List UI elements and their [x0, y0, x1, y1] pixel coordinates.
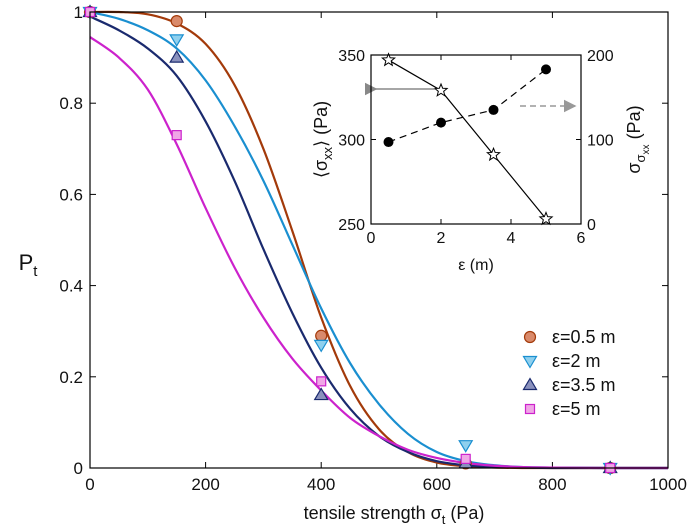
inset-frame: [370, 54, 582, 225]
data-point-series-2: [458, 440, 474, 453]
legend-marker-4: [524, 403, 536, 415]
x-tick-label: 800: [538, 475, 566, 494]
inset-background: [371, 55, 581, 224]
x-tick-label: 0: [85, 475, 94, 494]
inset-series-line-2: [388, 68, 547, 143]
x-axis-label: tensile strength σt (Pa): [304, 503, 485, 527]
legend-marker-3: [522, 377, 538, 391]
inset-left-axis-label: ⟨σxx⟩ (Pa): [311, 101, 335, 178]
inset-left-tick-label: 250: [338, 217, 365, 234]
legend-label-3: ε=3.5 m: [552, 375, 616, 395]
main-plot-frame: [89, 11, 669, 469]
inset-data-point-1: [538, 211, 554, 226]
data-point-series-2: [169, 34, 185, 48]
inset-data-point-1: [433, 82, 449, 97]
inset-left-tick-label: 300: [338, 133, 365, 150]
inset-data-point-2: [541, 64, 551, 75]
y-tick-label: 0.8: [59, 94, 83, 113]
legend-label-4: ε=5 m: [552, 399, 601, 419]
inset-data-point-2: [436, 117, 446, 128]
inset-x-tick-label: 2: [437, 230, 446, 247]
inset-right-tick-label: 0: [587, 217, 596, 234]
legend-marker-1: [523, 330, 537, 344]
data-point-series-4: [171, 130, 182, 141]
y-tick-label: 0: [74, 459, 83, 478]
legend-label-1: ε=0.5 m: [552, 327, 616, 347]
inset-data-point-2: [488, 104, 499, 115]
inset-right-tick-label: 100: [587, 133, 614, 150]
data-point-series-1: [170, 15, 183, 28]
inset-plot: 0 2 4 6 250 300 350 0 100 200 ε (m) ⟨σxx⟩ (Pa) σσxx …: [311, 48, 652, 274]
series-curve-4: [89, 36, 669, 470]
inset-data-point-1: [381, 52, 396, 67]
inset-x-tick-label: 0: [367, 230, 376, 247]
data-point-series-4: [316, 376, 327, 387]
y-tick-label: 0.4: [59, 277, 83, 296]
legend-label-2: ε=2 m: [552, 351, 601, 371]
inset-x-tick-label: 4: [507, 230, 516, 247]
inset-data-point-2: [383, 137, 394, 148]
inset-x-axis-label: ε (m): [458, 257, 494, 274]
x-tick-label: 200: [191, 475, 219, 494]
y-tick-label: 1: [74, 3, 83, 22]
data-point-series-1: [315, 329, 328, 342]
y-tick-label: 0.2: [59, 368, 83, 387]
inset-series-line-1: [388, 59, 547, 220]
x-tick-label: 1000: [649, 475, 687, 494]
inset-left-tick-label: 350: [338, 48, 365, 65]
x-tick-label: 400: [307, 475, 335, 494]
x-tick-label: 600: [423, 475, 451, 494]
legend-marker-2: [522, 355, 538, 369]
data-point-series-3: [313, 387, 329, 401]
inset-right-tick-label: 200: [587, 48, 614, 65]
inset-x-tick-label: 6: [577, 230, 586, 247]
y-axis-label: Pt: [19, 250, 39, 280]
legend: ε=0.5 m ε=2 m ε=3.5 m ε=5 m: [522, 327, 616, 419]
inset-data-point-1: [486, 146, 501, 162]
data-point-series-4: [460, 453, 471, 464]
y-tick-label: 0.6: [59, 185, 83, 204]
inset-right-axis-label: σσxx (Pa): [624, 105, 652, 173]
data-point-series-2: [313, 339, 329, 353]
data-point-series-3: [169, 49, 185, 63]
